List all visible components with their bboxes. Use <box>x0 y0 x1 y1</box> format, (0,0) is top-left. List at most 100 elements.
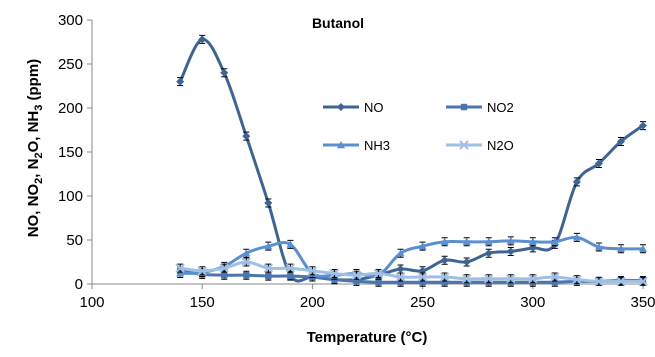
data-point-marker <box>461 274 472 284</box>
data-point-marker <box>462 237 471 245</box>
y-axis-title-part: O, NH <box>25 111 42 153</box>
x-tick-label: 100 <box>79 294 104 311</box>
data-point-marker <box>337 103 345 111</box>
y-tick-label: 100 <box>58 188 83 205</box>
data-point-marker <box>241 257 251 267</box>
data-point-marker <box>594 276 604 287</box>
legend-item-n2o: N2O <box>446 138 514 153</box>
data-point-marker <box>594 243 603 251</box>
data-point-marker <box>572 177 581 186</box>
legend-label: NH3 <box>364 138 390 153</box>
y-tick-label: 150 <box>58 144 83 161</box>
data-point-marker <box>506 274 516 284</box>
data-point-marker <box>197 266 207 276</box>
data-point-marker <box>484 249 493 258</box>
series-n2o <box>175 257 648 287</box>
y-axis-title-subscript: 3 <box>33 105 45 111</box>
data-point-marker <box>263 263 274 273</box>
legend-label: NO2 <box>487 100 514 115</box>
y-tick-label: 200 <box>58 100 83 117</box>
data-point-marker <box>462 258 471 266</box>
data-point-marker <box>639 244 647 252</box>
data-point-marker <box>460 103 468 111</box>
data-point-marker <box>551 279 559 286</box>
data-point-marker <box>506 247 515 256</box>
data-point-marker <box>440 256 449 265</box>
data-point-marker <box>176 77 185 86</box>
y-tick-label: 50 <box>66 232 83 249</box>
data-point-marker <box>375 279 382 286</box>
y-tick-label: 300 <box>58 12 83 29</box>
data-point-marker <box>397 279 404 286</box>
data-point-marker <box>550 237 559 245</box>
data-point-marker <box>373 268 384 279</box>
data-point-marker <box>176 269 185 277</box>
data-point-marker <box>616 276 626 287</box>
legend-label: NO <box>364 100 384 115</box>
x-tick-label: 150 <box>190 294 215 311</box>
series-no <box>176 34 647 285</box>
data-point-marker <box>459 140 469 150</box>
data-point-marker <box>264 242 273 250</box>
chart-title: Butanol <box>312 15 364 31</box>
data-point-marker <box>307 266 318 276</box>
series-line <box>179 269 644 284</box>
data-point-marker <box>353 278 360 285</box>
data-point-marker <box>243 272 250 279</box>
data-point-marker <box>395 272 406 282</box>
y-axis-title: NO, NO2, N2O, NH3 (ppm) <box>25 59 45 237</box>
data-point-marker <box>572 274 582 285</box>
data-point-marker <box>550 272 560 282</box>
y-tick-label: 0 <box>75 276 83 293</box>
data-point-marker <box>418 242 427 250</box>
data-point-marker <box>219 263 229 273</box>
data-point-marker <box>506 236 515 245</box>
data-point-marker <box>417 272 428 282</box>
data-point-marker <box>264 199 273 208</box>
data-point-marker <box>396 249 405 257</box>
legend: NO NO2 NH3 N2O <box>323 100 514 153</box>
y-tick-label: 250 <box>58 56 83 73</box>
series-line <box>178 37 644 283</box>
data-point-marker <box>440 237 449 245</box>
data-point-marker <box>638 276 648 287</box>
data-point-marker <box>616 137 625 146</box>
y-axis-title-part: (ppm) <box>25 59 42 105</box>
data-point-marker <box>221 272 228 279</box>
data-point-marker <box>616 244 625 252</box>
data-point-marker <box>351 270 362 280</box>
data-point-marker <box>484 274 494 284</box>
x-tick-label: 350 <box>630 294 655 311</box>
y-axis-title-subscript: 2 <box>33 178 45 184</box>
data-point-marker <box>265 272 272 280</box>
x-tick-label: 250 <box>410 294 435 311</box>
axes: 0 50 100 150 200 250 300 100 150 200 250 300 350 <box>58 12 655 311</box>
data-point-marker <box>198 35 207 44</box>
data-point-marker <box>242 249 251 257</box>
data-point-marker <box>287 272 294 280</box>
y-axis-title-part: NO, NO <box>25 184 42 238</box>
data-point-marker <box>528 274 538 284</box>
data-point-marker <box>220 68 229 77</box>
y-axis-title-subscript: 2 <box>33 152 45 158</box>
data-point-marker <box>439 272 450 282</box>
data-point-marker <box>242 132 251 141</box>
data-point-marker <box>594 159 603 168</box>
series-layer <box>175 34 648 287</box>
data-point-marker <box>329 268 340 279</box>
legend-item-no2: NO2 <box>446 100 514 115</box>
data-point-marker <box>337 141 345 149</box>
data-point-marker <box>639 121 647 130</box>
data-point-marker <box>286 240 295 248</box>
x-tick-label: 300 <box>520 294 545 311</box>
data-point-marker <box>484 237 493 245</box>
data-point-marker <box>175 263 185 273</box>
series-line <box>180 260 643 284</box>
data-point-marker <box>419 279 426 286</box>
data-point-marker <box>528 237 537 245</box>
data-point-marker <box>572 233 581 241</box>
series-line <box>180 235 644 278</box>
y-axis-title-part: , N <box>25 159 42 178</box>
